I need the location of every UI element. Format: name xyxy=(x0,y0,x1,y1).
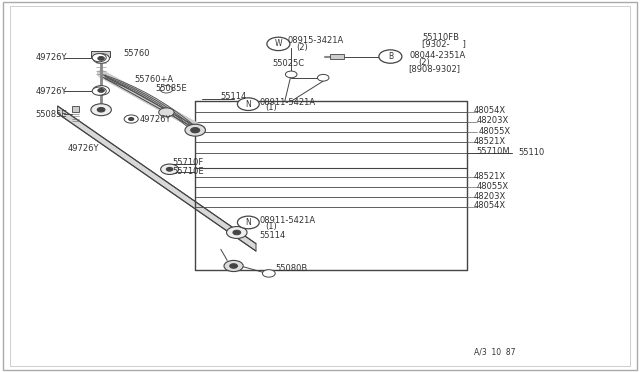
Text: 48521X: 48521X xyxy=(474,172,506,181)
Text: (2): (2) xyxy=(296,43,308,52)
Text: 55710M: 55710M xyxy=(477,147,511,156)
Text: 55110FB: 55110FB xyxy=(422,33,460,42)
Circle shape xyxy=(124,115,138,123)
Text: 08911-5421A: 08911-5421A xyxy=(259,217,316,225)
Text: 55710F: 55710F xyxy=(173,158,204,167)
Circle shape xyxy=(166,167,173,171)
Bar xyxy=(91,51,110,57)
Circle shape xyxy=(237,216,259,229)
Text: 55710E: 55710E xyxy=(173,167,204,176)
Text: 08911-5421A: 08911-5421A xyxy=(259,98,316,107)
Text: A/3  10  87: A/3 10 87 xyxy=(474,347,515,356)
Circle shape xyxy=(191,128,200,133)
Text: 48203X: 48203X xyxy=(474,192,506,201)
Text: 55080B: 55080B xyxy=(275,264,307,273)
Circle shape xyxy=(98,89,104,92)
Text: (2): (2) xyxy=(418,58,429,67)
Circle shape xyxy=(185,124,205,136)
Text: 55110: 55110 xyxy=(518,148,545,157)
Text: [9302-     ]: [9302- ] xyxy=(422,39,467,48)
Text: [8908-9302]: [8908-9302] xyxy=(408,64,460,73)
Circle shape xyxy=(379,50,402,63)
Circle shape xyxy=(267,37,290,51)
Polygon shape xyxy=(330,54,344,59)
Circle shape xyxy=(237,98,259,110)
Text: 55114: 55114 xyxy=(259,231,285,240)
Circle shape xyxy=(92,87,106,95)
Text: 55114: 55114 xyxy=(221,92,247,101)
Circle shape xyxy=(92,54,106,62)
Text: 48054X: 48054X xyxy=(474,201,506,210)
Text: N: N xyxy=(246,100,251,109)
Circle shape xyxy=(97,108,105,112)
Circle shape xyxy=(93,54,109,63)
Text: B: B xyxy=(388,52,393,61)
Bar xyxy=(72,106,79,112)
Circle shape xyxy=(91,104,111,116)
Polygon shape xyxy=(58,106,256,251)
Text: 08915-3421A: 08915-3421A xyxy=(288,36,344,45)
Circle shape xyxy=(161,164,179,174)
Text: 55025C: 55025C xyxy=(272,60,304,68)
Text: 49726Y: 49726Y xyxy=(67,144,99,153)
Text: 55760: 55760 xyxy=(123,49,149,58)
Circle shape xyxy=(317,74,329,81)
Circle shape xyxy=(285,71,297,78)
Circle shape xyxy=(98,57,104,60)
Text: 49726Y: 49726Y xyxy=(35,87,67,96)
Circle shape xyxy=(227,227,247,238)
Text: N: N xyxy=(246,218,251,227)
Text: 49726Y: 49726Y xyxy=(140,115,171,124)
Circle shape xyxy=(230,264,237,268)
Text: 49726Y: 49726Y xyxy=(35,53,67,62)
Text: (1): (1) xyxy=(266,103,277,112)
Text: 55085E: 55085E xyxy=(156,84,187,93)
Text: 48055X: 48055X xyxy=(477,182,509,190)
Text: 55085E: 55085E xyxy=(35,110,67,119)
Text: 48055X: 48055X xyxy=(479,127,511,136)
Text: 08044-2351A: 08044-2351A xyxy=(410,51,466,60)
Circle shape xyxy=(262,270,275,277)
Circle shape xyxy=(129,118,134,121)
Text: (1): (1) xyxy=(266,222,277,231)
Circle shape xyxy=(224,260,243,272)
Text: 48521X: 48521X xyxy=(474,137,506,146)
Text: W: W xyxy=(275,39,282,48)
Circle shape xyxy=(233,230,241,235)
Text: 48203X: 48203X xyxy=(477,116,509,125)
Text: 55760+A: 55760+A xyxy=(134,75,173,84)
Circle shape xyxy=(159,108,174,117)
Circle shape xyxy=(160,86,173,93)
Circle shape xyxy=(93,86,109,95)
Text: 48054X: 48054X xyxy=(474,106,506,115)
